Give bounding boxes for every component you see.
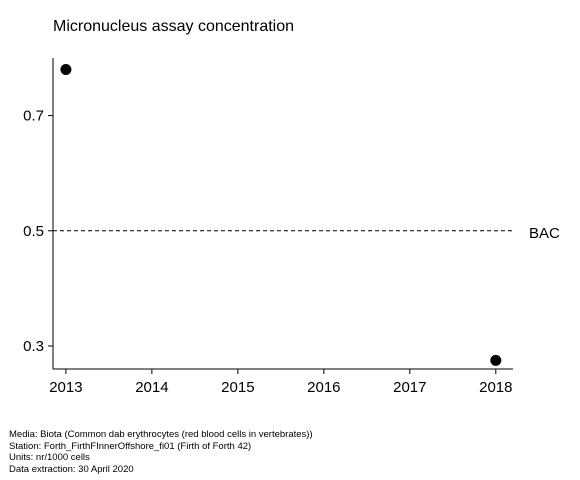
x-tick-label: 2018 <box>479 379 512 396</box>
data-point <box>60 64 72 76</box>
tick-labels: 0.3 0.5 0.7 2013 2014 2015 2016 2017 2018 <box>23 108 512 396</box>
x-tick-label: 2013 <box>49 379 82 396</box>
footer-extraction: Data extraction: 30 April 2020 <box>9 463 134 475</box>
data-point <box>490 354 502 366</box>
x-tick-label: 2015 <box>221 379 254 396</box>
footer-media: Media: Biota (Common dab erythrocytes (r… <box>9 429 313 440</box>
chart-title: Micronucleus assay concentration <box>53 18 295 35</box>
y-tick-label: 0.5 <box>23 223 44 240</box>
x-tick-label: 2014 <box>135 379 168 396</box>
x-tick-label: 2016 <box>307 379 340 396</box>
data-points <box>60 64 502 366</box>
y-tick-label: 0.7 <box>23 108 44 125</box>
reference-lines: BAC <box>53 225 560 242</box>
footer-units: Units: nr/1000 cells <box>9 452 90 463</box>
axes <box>48 58 513 374</box>
chart-footer: Media: Biota (Common dab erythrocytes (r… <box>9 429 313 475</box>
footer-station: Station: Forth_FirthFInnerOffshore_fi01 … <box>9 440 252 452</box>
x-tick-label: 2017 <box>393 379 426 396</box>
y-tick-label: 0.3 <box>23 338 44 355</box>
reference-line-label: BAC <box>529 225 560 242</box>
